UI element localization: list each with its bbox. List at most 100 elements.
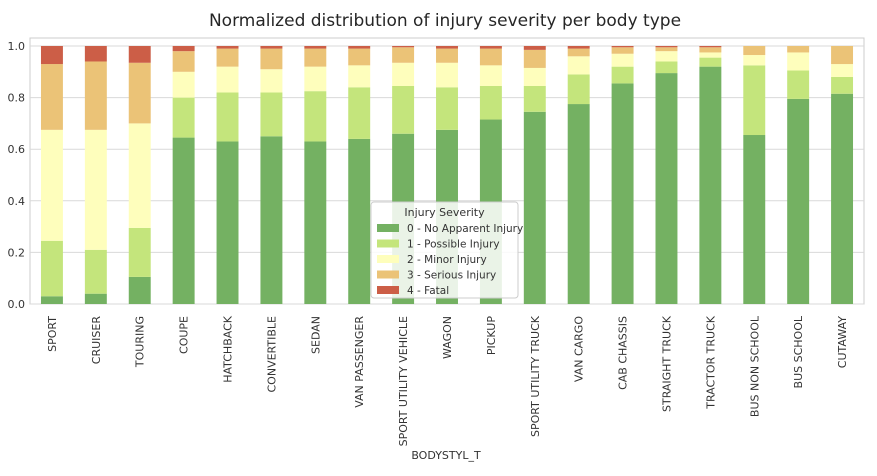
bar-segment bbox=[304, 66, 327, 92]
x-tick-label: VAN CARGO bbox=[573, 316, 586, 382]
y-tick-label: 0.2 bbox=[8, 246, 26, 259]
bar-segment bbox=[40, 46, 63, 65]
bar-segment bbox=[655, 61, 678, 74]
bar-segment bbox=[787, 70, 810, 99]
x-tick-label: SEDAN bbox=[309, 316, 322, 354]
x-tick-label: WAGON bbox=[441, 316, 454, 359]
bar-segment bbox=[216, 141, 239, 304]
bar-segment bbox=[743, 65, 766, 136]
bar-segment bbox=[128, 123, 151, 228]
bar-segment bbox=[436, 87, 458, 130]
bar-segment bbox=[260, 69, 283, 93]
x-tick-label: BUS SCHOOL bbox=[792, 315, 805, 388]
bar-segment bbox=[40, 296, 63, 304]
legend-swatch bbox=[377, 270, 399, 279]
y-tick-label: 0.8 bbox=[8, 92, 26, 105]
y-tick-label: 0.0 bbox=[8, 298, 26, 311]
bars bbox=[40, 46, 854, 304]
bar-segment bbox=[172, 137, 195, 304]
bar-segment bbox=[128, 62, 151, 124]
bar-segment bbox=[523, 49, 546, 68]
bar-segment bbox=[743, 46, 766, 56]
bar-segment bbox=[304, 141, 327, 304]
bar-segment bbox=[567, 74, 590, 105]
x-tick-label: STRAIGHT TRUCK bbox=[660, 315, 673, 412]
bar-segment bbox=[84, 46, 107, 62]
bar-segment bbox=[699, 46, 722, 48]
bar-segment bbox=[787, 98, 810, 304]
bar-segment bbox=[128, 276, 151, 304]
bar-segment bbox=[216, 48, 239, 67]
legend-entry: 4 - Fatal bbox=[407, 285, 449, 297]
x-tick-label: VAN PASSENGER bbox=[353, 316, 366, 408]
bar-segment bbox=[172, 51, 195, 72]
bar-segment bbox=[348, 138, 371, 304]
bar-segment bbox=[831, 76, 854, 94]
bar-segment bbox=[172, 46, 195, 52]
bar-segment bbox=[611, 46, 634, 48]
bar-segment bbox=[436, 62, 458, 88]
chart-title: Normalized distribution of injury severi… bbox=[209, 11, 681, 31]
bar-segment bbox=[743, 55, 766, 66]
legend-swatch bbox=[377, 239, 399, 248]
x-tick-label: SPORT bbox=[46, 316, 59, 352]
bar-segment bbox=[479, 65, 502, 86]
bar-segment bbox=[699, 57, 722, 67]
bar-segment bbox=[304, 48, 327, 67]
bar-segment bbox=[787, 52, 810, 71]
x-tick-label: TOURING bbox=[134, 316, 147, 368]
bar-segment bbox=[655, 51, 678, 62]
x-tick-label: HATCHBACK bbox=[222, 315, 235, 383]
bar-segment bbox=[699, 66, 722, 304]
bar-segment bbox=[479, 46, 502, 49]
x-tick-label: CUTAWAY bbox=[836, 316, 849, 368]
bar-segment bbox=[699, 52, 722, 58]
bar-segment bbox=[304, 91, 327, 142]
bar-segment bbox=[523, 111, 546, 304]
bar-segment bbox=[304, 46, 327, 49]
bar-segment bbox=[831, 64, 854, 77]
bar-segment bbox=[611, 47, 634, 54]
legend-entry: 2 - Minor Injury bbox=[407, 254, 487, 266]
legend-entry: 1 - Possible Injury bbox=[407, 239, 500, 251]
x-tick-label: CAB CHASSIS bbox=[617, 316, 630, 390]
bar-segment bbox=[172, 71, 195, 98]
x-tick-label: SPORT UTILITY TRUCK bbox=[529, 315, 542, 437]
y-tick-label: 0.4 bbox=[8, 195, 26, 208]
bar-segment bbox=[260, 46, 283, 49]
x-axis-label: BODYSTYL_T bbox=[411, 449, 481, 462]
x-tick-label: CONVERTIBLE bbox=[265, 316, 278, 393]
legend: Injury Severity 0 - No Apparent Injury 1 -… bbox=[370, 201, 523, 299]
bar-segment bbox=[260, 92, 283, 137]
bar-segment bbox=[436, 46, 458, 49]
bar-segment bbox=[40, 129, 63, 241]
bar-segment bbox=[392, 47, 415, 63]
x-tick-label: TRACTOR TRUCK bbox=[704, 315, 717, 410]
bar-segment bbox=[348, 87, 371, 139]
bar-segment bbox=[260, 136, 283, 304]
bar-segment bbox=[611, 83, 634, 304]
bar-segment bbox=[128, 46, 151, 63]
bar-segment bbox=[655, 47, 678, 52]
bar-segment bbox=[523, 46, 546, 50]
legend-entry: 3 - Serious Injury bbox=[407, 270, 496, 282]
bar-segment bbox=[655, 46, 678, 48]
legend-swatch bbox=[377, 224, 399, 232]
bar-segment bbox=[128, 227, 151, 277]
bar-segment bbox=[260, 48, 283, 70]
bar-segment bbox=[40, 240, 63, 297]
bar-segment bbox=[216, 46, 239, 49]
bar-segment bbox=[216, 92, 239, 142]
bar-segment bbox=[348, 48, 371, 66]
y-axis-ticks: 0.0 0.2 0.4 0.6 0.8 1.0 bbox=[8, 40, 26, 311]
bar-segment bbox=[567, 48, 590, 57]
x-tick-label: CRUISER bbox=[90, 316, 103, 365]
bar-segment bbox=[479, 85, 502, 120]
bar-segment bbox=[436, 48, 458, 63]
bar-segment bbox=[392, 46, 415, 48]
legend-swatch bbox=[377, 286, 399, 294]
legend-box bbox=[370, 201, 519, 299]
bar-segment bbox=[787, 46, 810, 53]
